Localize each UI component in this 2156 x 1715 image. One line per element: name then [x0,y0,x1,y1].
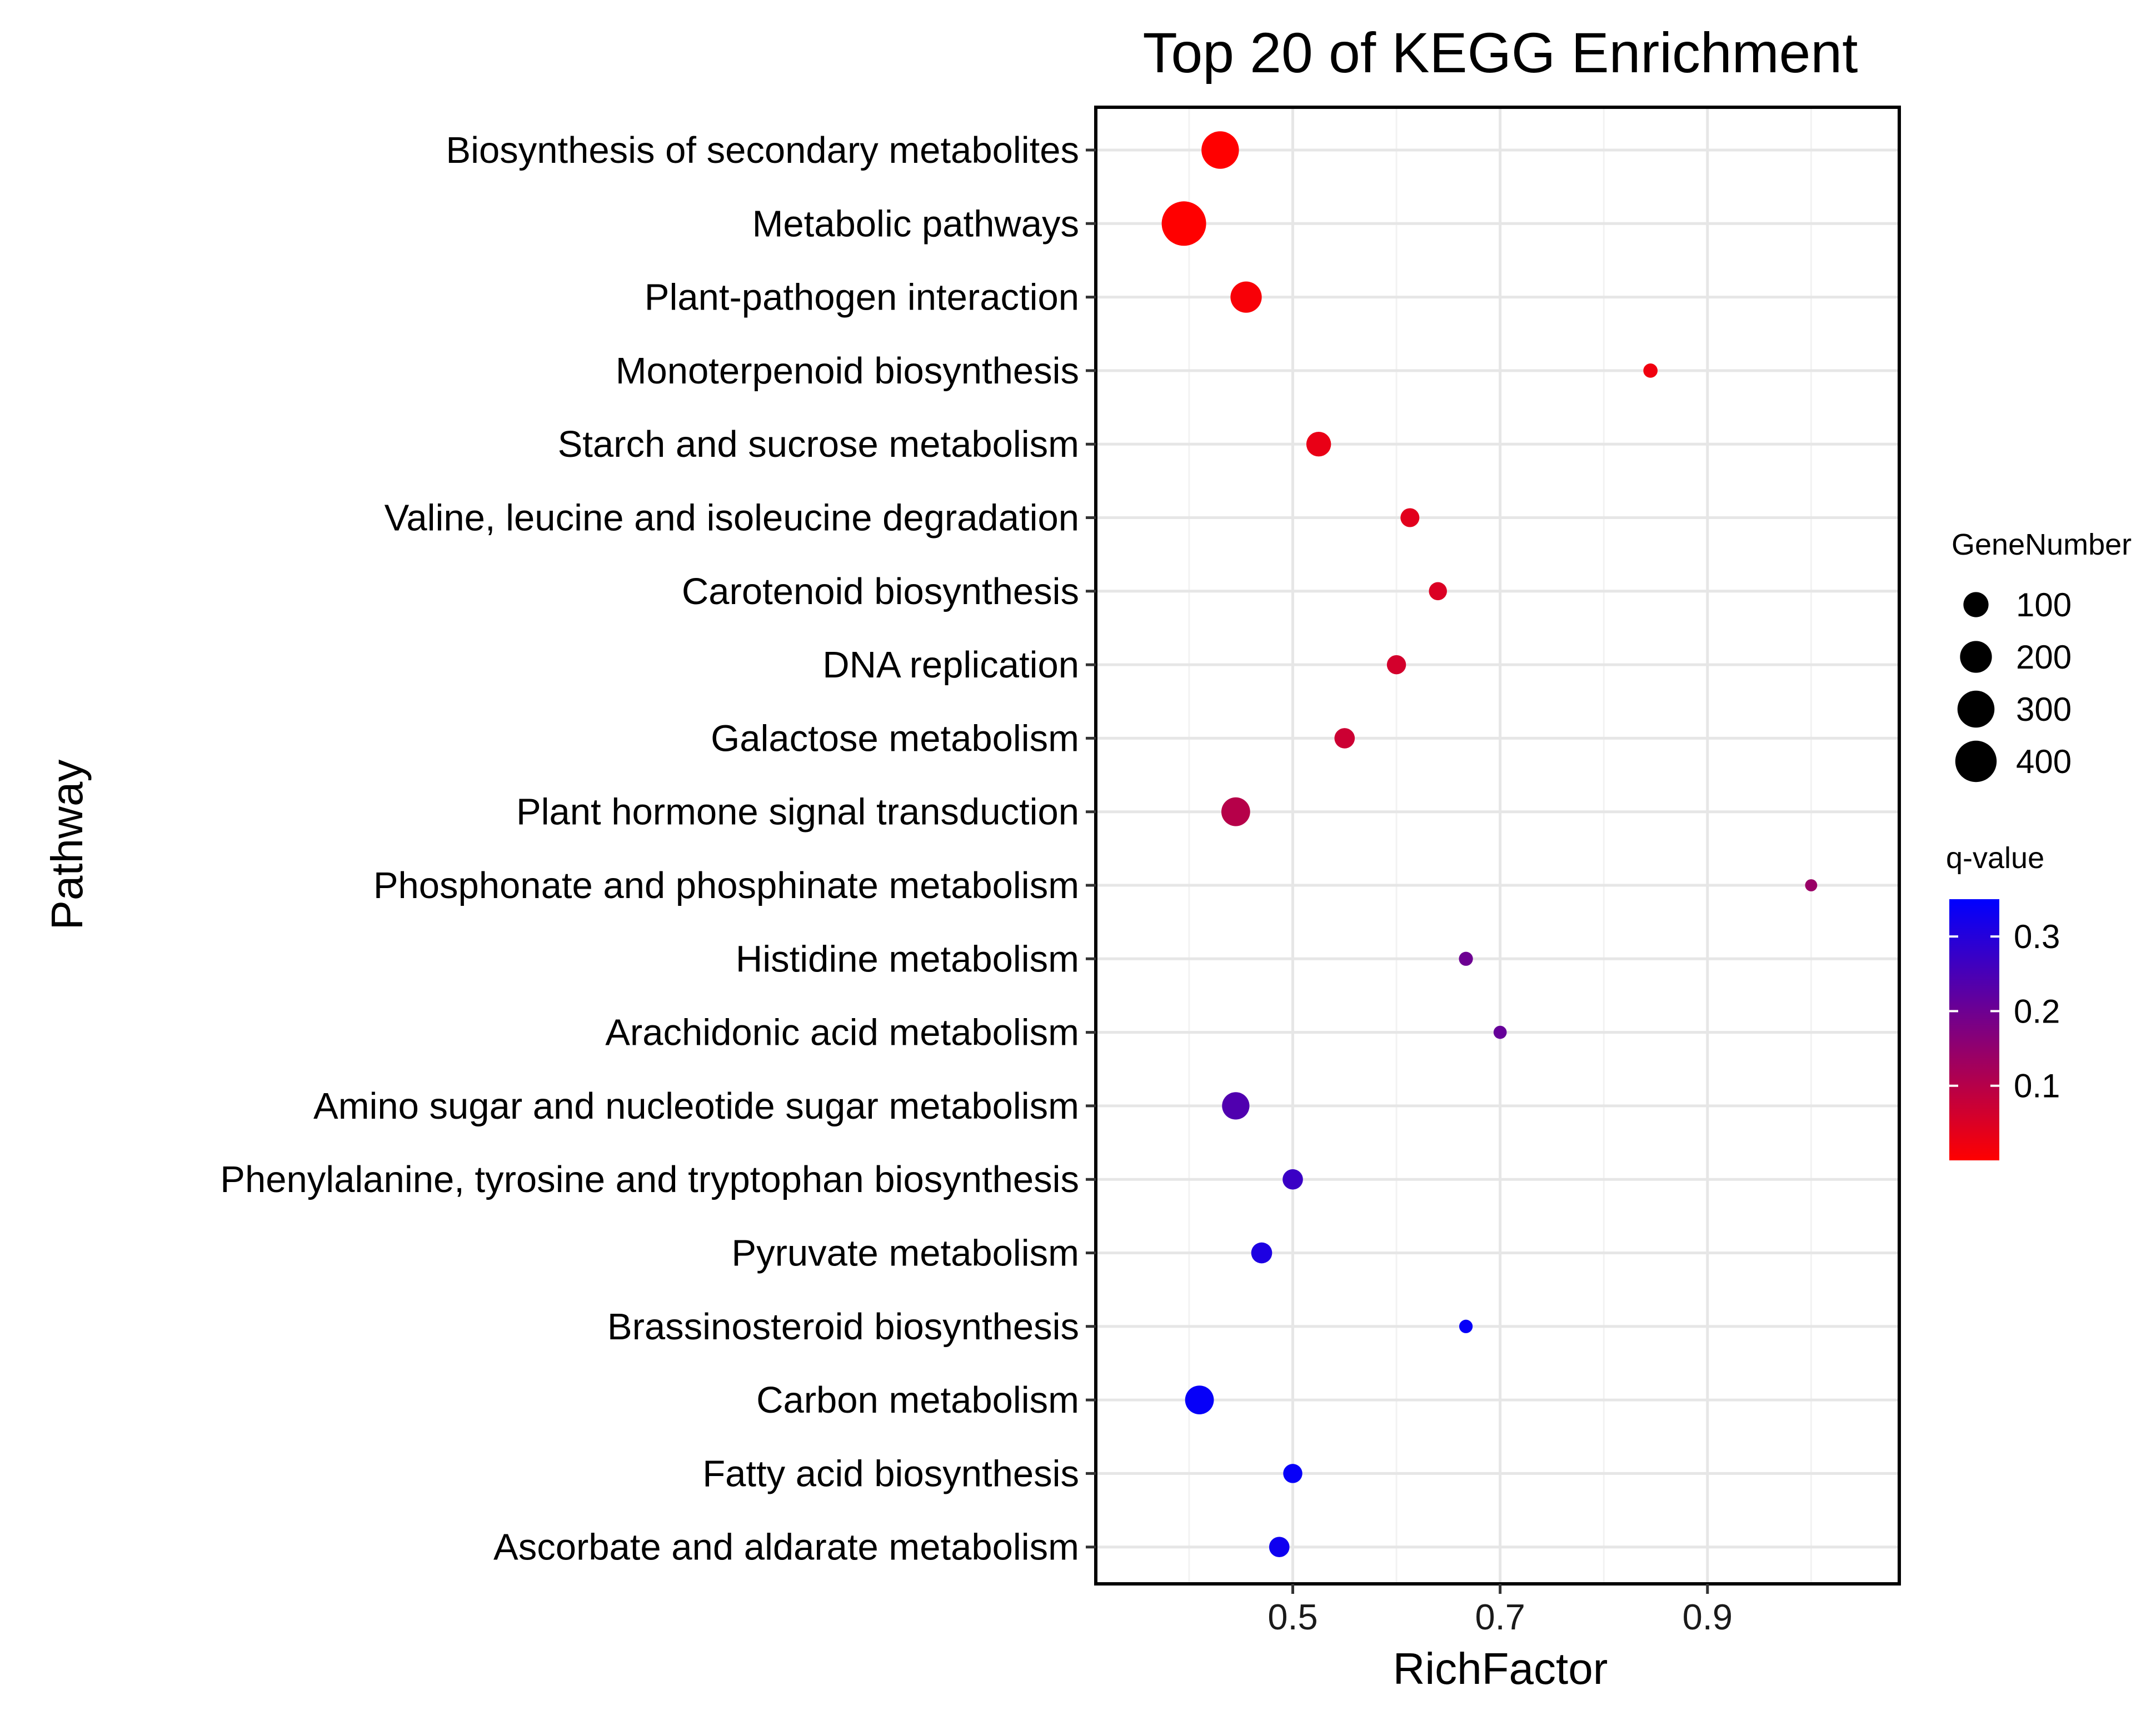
y-tick-label: DNA replication [822,644,1079,686]
point-biosynthesis-of-secondary-metabolites [1201,131,1239,169]
y-tick-label: Pyruvate metabolism [731,1233,1079,1274]
color-legend: q-value 0.1 0.2 0.3 [1946,841,2060,1160]
chart-title: Top 20 of KEGG Enrichment [1143,21,1858,84]
size-legend: GeneNumber 100 200 300 400 [1952,528,2132,782]
x-tick-label: 0.5 [1267,1597,1317,1637]
point-carbon-metabolism [1185,1385,1214,1414]
size-legend-label: 100 [2016,586,2072,624]
point-plant-pathogen-interaction [1230,281,1262,313]
x-tick-label: 0.9 [1683,1597,1733,1637]
y-tick-label: Fatty acid biosynthesis [702,1453,1079,1494]
point-plant-hormone-signal-transduction [1221,797,1250,826]
size-legend-key [1963,592,1989,617]
y-tick-label: Valine, leucine and isoleucine degradati… [385,497,1079,539]
y-axis-label: Pathway [42,760,92,930]
y-tick-label: Plant hormone signal transduction [516,791,1079,833]
y-tick-label: Starch and sucrose metabolism [558,423,1079,465]
y-tick-label: Amino sugar and nucleotide sugar metabol… [313,1085,1079,1127]
x-axis: 0.5 0.7 0.9 [1267,1584,1733,1637]
color-legend-label: 0.3 [2014,918,2060,955]
color-legend-label: 0.1 [2014,1068,2060,1105]
point-monoterpenoid-biosynthesis [1643,363,1658,378]
plot-grid [1096,107,1899,1584]
size-legend-key [1955,740,1997,782]
y-tick-label: Phenylalanine, tyrosine and tryptophan b… [220,1159,1079,1200]
y-tick-label: Metabolic pathways [752,203,1079,245]
point-carotenoid-biosynthesis [1429,582,1447,601]
point-phosphonate-and-phosphinate-metabolism [1805,879,1818,891]
point-starch-and-sucrose-metabolism [1306,431,1331,457]
point-metabolic-pathways [1161,201,1206,246]
size-legend-label: 200 [2016,639,2072,676]
size-legend-title: GeneNumber [1952,528,2132,561]
point-histidine-metabolism [1459,951,1473,966]
point-galactose-metabolism [1334,728,1355,749]
y-tick-label: Biosynthesis of secondary metabolites [446,129,1079,171]
point-phenylalanine-tyrosine-and-tryptophan-biosynthesis [1282,1169,1303,1190]
y-tick-label: Carotenoid biosynthesis [682,571,1079,612]
y-axis: Biosynthesis of secondary metabolites Met… [220,129,1096,1568]
y-tick-label: Galactose metabolism [711,717,1079,759]
point-ascorbate-and-aldarate-metabolism [1269,1537,1290,1558]
point-fatty-acid-biosynthesis [1283,1464,1302,1483]
y-tick-label: Plant-pathogen interaction [645,277,1079,318]
x-axis-label: RichFactor [1393,1644,1608,1693]
y-tick-label: Ascorbate and aldarate metabolism [493,1527,1079,1568]
point-amino-sugar-and-nucleotide-sugar-metabolism [1222,1092,1250,1120]
point-brassinosteroid-biosynthesis [1459,1319,1473,1333]
y-tick-label: Brassinosteroid biosynthesis [607,1306,1079,1348]
point-pyruvate-metabolism [1251,1242,1272,1264]
y-tick-label: Phosphonate and phosphinate metabolism [373,865,1079,906]
point-arachidonic-acid-metabolism [1493,1025,1507,1039]
point-valine-leucine-and-isoleucine-degradation [1400,508,1420,527]
y-tick-label: Carbon metabolism [756,1379,1079,1421]
y-tick-label: Arachidonic acid metabolism [605,1012,1079,1054]
color-legend-title: q-value [1946,841,2044,875]
y-tick-label: Monoterpenoid biosynthesis [616,350,1079,392]
data-points [1161,131,1818,1558]
color-legend-label: 0.2 [2014,993,2060,1030]
color-legend-bar [1949,899,1999,1160]
size-legend-label: 400 [2016,743,2072,780]
y-tick-label: Histidine metabolism [736,938,1079,980]
plot-panel-border [1094,106,1901,1586]
size-legend-key [1957,690,1995,728]
x-tick-label: 0.7 [1475,1597,1525,1637]
size-legend-key [1960,641,1992,673]
size-legend-label: 300 [2016,691,2072,728]
point-dna-replication [1386,655,1406,675]
